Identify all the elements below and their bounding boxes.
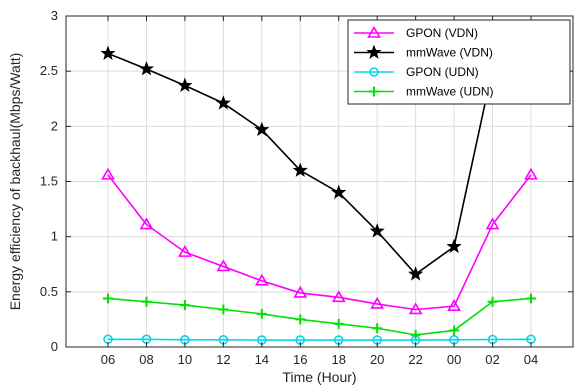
- legend-item: mmWave (VDN): [354, 44, 493, 60]
- x-tick-label: 22: [408, 352, 422, 367]
- data-point: [408, 266, 424, 281]
- legend-marker: [366, 44, 382, 59]
- legend-item: mmWave (UDN): [354, 85, 494, 99]
- y-tick-label: 1: [51, 229, 58, 244]
- data-point: [218, 304, 229, 315]
- data-point: [331, 290, 346, 303]
- x-tick-label: 04: [524, 352, 538, 367]
- data-point: [372, 323, 383, 334]
- legend-box: [347, 19, 571, 105]
- data-point: [177, 77, 193, 92]
- data-point: [254, 121, 270, 137]
- legend-marker: [367, 25, 381, 38]
- data-point: [216, 259, 231, 272]
- data-point: [254, 273, 269, 286]
- series-4: [103, 293, 536, 340]
- data-point: [178, 245, 192, 257]
- y-tick-label: 0.5: [40, 284, 58, 299]
- y-axis-title: Energy efficiency of backhaul(Mbps/Watt): [7, 53, 23, 311]
- x-tick-label: 20: [370, 352, 384, 367]
- y-tick-label: 2: [51, 118, 58, 133]
- x-tick-label: 18: [331, 352, 345, 367]
- y-tick-label: 2.5: [40, 63, 58, 78]
- data-point: [526, 293, 536, 304]
- tick-marks: [66, 15, 573, 348]
- y-tick-label: 3: [51, 8, 58, 23]
- data-point: [103, 293, 113, 304]
- data-point: [485, 217, 500, 230]
- series-line: [107, 297, 532, 336]
- data-point: [408, 302, 423, 315]
- x-tick-label: 06: [101, 352, 115, 367]
- data-point: [215, 95, 231, 110]
- legend-label: mmWave (VDN): [406, 46, 493, 60]
- data-point: [292, 162, 308, 177]
- x-tick-label: 10: [178, 352, 192, 367]
- x-tick-label: 00: [447, 352, 461, 367]
- data-point: [331, 184, 347, 199]
- legend-label: mmWave (UDN): [406, 85, 494, 99]
- data-point: [333, 318, 344, 329]
- data-point: [524, 167, 538, 180]
- x-tick-label: 16: [293, 352, 307, 367]
- y-tick-label: 0: [51, 339, 58, 354]
- series-line: [108, 338, 532, 341]
- y-tick-label: 1.5: [40, 174, 58, 189]
- legend: GPON (VDN) mmWave (VDN) GPON (UDN) mmWave (…: [347, 19, 571, 105]
- data-point: [410, 329, 421, 340]
- series-layer: [100, 45, 539, 345]
- legend-item: GPON (UDN): [354, 65, 479, 79]
- data-point: [293, 285, 308, 298]
- x-tick-label: 12: [216, 352, 230, 367]
- data-point: [256, 308, 267, 319]
- data-point: [370, 296, 385, 309]
- tick-labels: 0 0.5 1 1.5 2 2.5 3 06 08 10 12 14 16 18 20 22 00 02 04: [40, 8, 538, 367]
- data-point: [295, 314, 306, 325]
- data-point: [139, 217, 154, 230]
- series-line: [107, 52, 532, 275]
- series-3: [103, 334, 536, 345]
- series-1: [101, 167, 538, 315]
- data-point: [179, 300, 190, 311]
- data-point: [138, 61, 155, 76]
- x-tick-label: 08: [139, 352, 153, 367]
- data-point: [101, 167, 115, 180]
- legend-item: GPON (VDN): [354, 25, 478, 40]
- data-point: [449, 325, 460, 336]
- data-point: [141, 296, 152, 307]
- legend-label: GPON (UDN): [406, 65, 479, 79]
- legend-label: GPON (VDN): [406, 26, 478, 40]
- x-axis-title: Time (Hour): [282, 369, 356, 385]
- data-point: [100, 45, 116, 60]
- data-point: [446, 238, 462, 254]
- data-point: [487, 296, 498, 307]
- data-point: [447, 299, 461, 311]
- x-tick-label: 02: [485, 352, 499, 367]
- data-point: [369, 223, 385, 238]
- series-line: [107, 174, 532, 311]
- legend-marker: [369, 86, 379, 97]
- x-tick-label: 14: [255, 352, 269, 367]
- legend-marker: [369, 67, 379, 77]
